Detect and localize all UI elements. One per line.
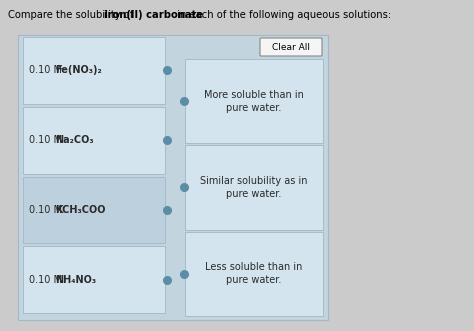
FancyBboxPatch shape — [185, 145, 323, 230]
Text: Less soluble than in
pure water.: Less soluble than in pure water. — [205, 262, 303, 285]
Text: Fe(NO₃)₂: Fe(NO₃)₂ — [55, 66, 102, 75]
Text: 0.10 M: 0.10 M — [29, 205, 65, 215]
Text: Clear All: Clear All — [272, 42, 310, 52]
FancyBboxPatch shape — [23, 176, 165, 243]
FancyBboxPatch shape — [18, 35, 328, 320]
Text: 0.10 M: 0.10 M — [29, 66, 65, 75]
FancyBboxPatch shape — [23, 107, 165, 173]
Text: NH₄NO₃: NH₄NO₃ — [55, 275, 96, 285]
FancyBboxPatch shape — [185, 59, 323, 143]
FancyBboxPatch shape — [185, 232, 323, 316]
Text: More soluble than in
pure water.: More soluble than in pure water. — [204, 90, 304, 113]
Text: iron(II) carbonate: iron(II) carbonate — [104, 10, 203, 20]
Text: Na₂CO₃: Na₂CO₃ — [55, 135, 94, 145]
FancyBboxPatch shape — [23, 37, 165, 104]
Text: 0.10 M: 0.10 M — [29, 275, 65, 285]
FancyBboxPatch shape — [260, 38, 322, 56]
Text: Similar solubility as in
pure water.: Similar solubility as in pure water. — [200, 176, 308, 199]
Text: KCH₃COO: KCH₃COO — [55, 205, 106, 215]
Text: in each of the following aqueous solutions:: in each of the following aqueous solutio… — [174, 10, 392, 20]
Text: 0.10 M: 0.10 M — [29, 135, 65, 145]
Text: Compare the solubility of: Compare the solubility of — [8, 10, 137, 20]
FancyBboxPatch shape — [23, 246, 165, 313]
